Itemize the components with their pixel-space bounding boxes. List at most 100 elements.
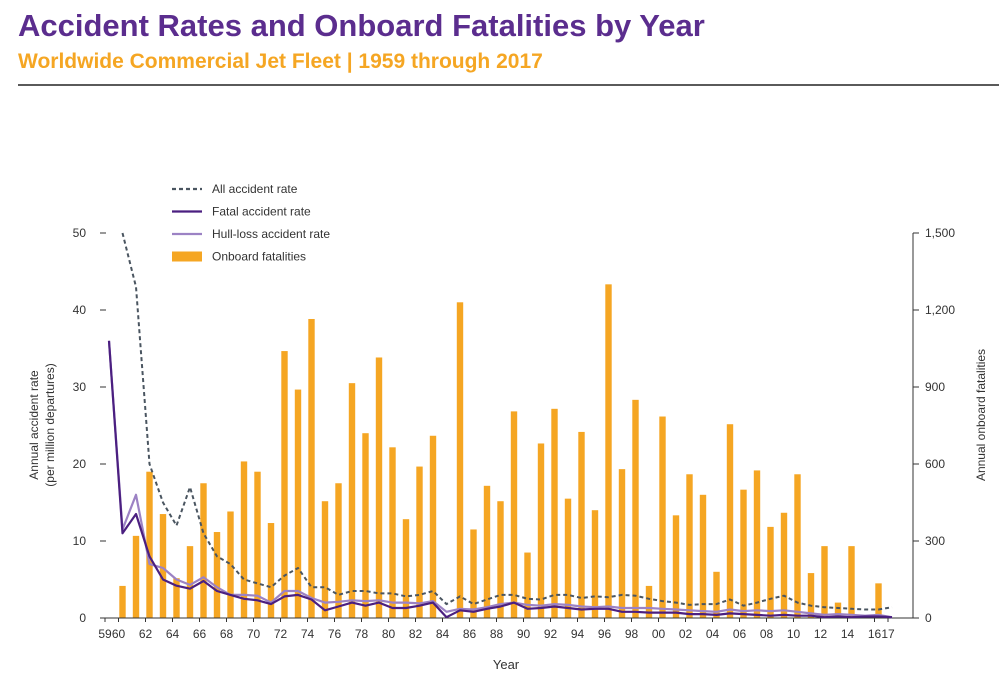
fatalities-bar-65 (186, 546, 194, 618)
x-tick-label: 78 (355, 627, 369, 641)
legend-label: Hull-loss accident rate (212, 227, 330, 241)
fatalities-bar-78 (362, 433, 369, 618)
fatalities-bar-06 (740, 489, 747, 618)
x-tick-label: 10 (787, 627, 801, 641)
left-tick-label: 10 (73, 534, 87, 548)
x-tick-label: 16 (868, 627, 882, 641)
fatalities-bar-75 (321, 501, 329, 618)
x-tick-label: 59 (98, 627, 112, 641)
x-tick-label: 70 (247, 627, 261, 641)
fatalities-bar-09 (780, 512, 788, 618)
x-tick-label: 00 (652, 627, 666, 641)
fatalities-bar-79 (375, 357, 383, 618)
fatalities-bar-03 (699, 494, 707, 618)
fatalities-bar-93 (564, 498, 572, 618)
fatalities-bars (119, 284, 882, 618)
fatalities-bar-71 (267, 523, 275, 618)
x-tick-label: 12 (814, 627, 828, 641)
right-tick-label: 300 (925, 534, 945, 548)
x-tick-label: 72 (274, 627, 288, 641)
fatalities-bar-64 (173, 578, 180, 618)
legend-label: All accident rate (212, 182, 298, 196)
fatalities-bar-81 (402, 519, 410, 618)
fatalities-bar-77 (348, 383, 356, 618)
fatalities-bar-83 (429, 435, 437, 618)
x-tick-label: 86 (463, 627, 477, 641)
fatalities-bar-73 (294, 389, 302, 618)
fatalities-bar-95 (591, 510, 599, 618)
fatalities-bar-10 (794, 474, 801, 618)
legend-label: Fatal accident rate (212, 205, 311, 219)
fatalities-bar-92 (551, 408, 558, 618)
fatalities-bar-98 (632, 399, 639, 618)
fatalities-bar-97 (618, 469, 626, 618)
fatalities-bar-89 (510, 411, 518, 618)
fatalities-bar-86 (470, 529, 477, 618)
chart-legend: All accident rate Fatal accident rate Hull… (172, 182, 330, 264)
chart-subtitle: Worldwide Commercial Jet Fleet | 1959 th… (18, 50, 543, 73)
x-tick-label: 74 (301, 627, 315, 641)
left-tick-label: 50 (73, 226, 87, 240)
left-tick-label: 0 (79, 611, 86, 625)
left-axis-label-line1: Annual accident rate (27, 370, 41, 480)
legend-swatch (172, 251, 202, 262)
fatalities-bar-12 (821, 546, 828, 618)
fatalities-bar-80 (389, 447, 396, 618)
x-tick-label: 98 (625, 627, 639, 641)
fatalities-bar-05 (726, 424, 734, 618)
x-tick-label: 64 (166, 627, 180, 641)
fatalities-bar-99 (645, 585, 653, 618)
fatalities-bar-02 (686, 474, 693, 618)
x-tick-label: 68 (220, 627, 234, 641)
left-tick-label: 30 (73, 380, 87, 394)
fatalities-bar-62 (146, 471, 153, 618)
fatalities-bar-69 (240, 461, 248, 618)
fatalities-bar-63 (159, 514, 167, 618)
fatalities-bar-04 (713, 571, 720, 618)
right-tick-label: 900 (925, 380, 945, 394)
x-tick-label: 06 (733, 627, 747, 641)
x-tick-label: 62 (139, 627, 153, 641)
hull-loss-accident-rateline (107, 340, 893, 619)
x-tick-label: 88 (490, 627, 504, 641)
fatalities-bar-67 (213, 532, 221, 618)
fatalities-bar-16 (875, 583, 882, 618)
x-tick-label: 94 (571, 627, 585, 641)
right-tick-label: 1,500 (925, 226, 955, 240)
fatalities-bar-85 (456, 302, 464, 618)
left-tick-label: 40 (73, 303, 87, 317)
fatalities-bar-07 (753, 470, 761, 618)
x-tick-label: 60 (112, 627, 126, 641)
fatalities-bar-96 (605, 284, 612, 618)
x-tick-label: 08 (760, 627, 774, 641)
all-accident-rateline (121, 232, 893, 611)
fatalities-bar-68 (227, 511, 234, 618)
fatalities-bar-88 (497, 501, 504, 618)
fatal-accident-rateline (107, 340, 893, 619)
right-tick-label: 1,200 (925, 303, 955, 317)
fatalities-bar-74 (308, 318, 315, 618)
left-tick-label: 20 (73, 457, 87, 471)
chart-title: Accident Rates and Onboard Fatalities by… (18, 8, 705, 43)
fatalities-bar-08 (767, 526, 774, 618)
fatalities-bar-13 (834, 602, 842, 618)
x-tick-label: 84 (436, 627, 450, 641)
x-tick-label: 17 (881, 627, 895, 641)
fatalities-bar-76 (335, 483, 342, 618)
legend-label: Onboard fatalities (212, 250, 306, 264)
fatalities-bar-14 (848, 546, 855, 618)
right-axis-label: Annual onboard fatalities (974, 349, 988, 481)
right-tick-label: 600 (925, 457, 945, 471)
x-axis-label: Year (493, 657, 520, 672)
x-tick-label: 66 (193, 627, 207, 641)
fatalities-bar-82 (416, 466, 423, 618)
x-tick-label: 92 (544, 627, 558, 641)
fatalities-bar-61 (132, 535, 140, 618)
fatalities-bar-11 (807, 573, 815, 618)
left-axis-label-line2: (per million departures) (43, 363, 57, 486)
x-tick-label: 82 (409, 627, 423, 641)
x-tick-label: 02 (679, 627, 693, 641)
rate-lines (107, 232, 893, 619)
x-tick-label: 04 (706, 627, 720, 641)
